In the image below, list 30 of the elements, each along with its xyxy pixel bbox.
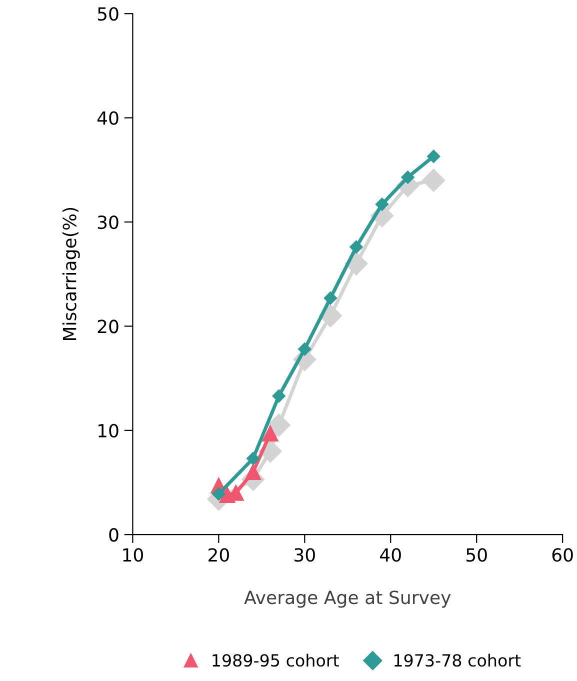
point (245, 464, 262, 480)
x-tick-label: 40 (380, 548, 401, 562)
point (401, 170, 414, 184)
y-axis-title: Miscarriage(%) (62, 208, 80, 340)
point (350, 240, 363, 254)
x-tick-label: 30 (294, 548, 315, 562)
y-tick-label: 40 (97, 111, 118, 125)
point (324, 291, 338, 305)
point (375, 198, 389, 211)
point (318, 304, 342, 328)
x-tick-label: 10 (123, 548, 143, 562)
x-axis-title: Average Age at Survey (244, 590, 451, 608)
point (246, 452, 260, 466)
point (427, 150, 440, 163)
point (422, 168, 446, 192)
point (298, 342, 312, 356)
y-tick-label: 50 (98, 7, 118, 21)
point (267, 414, 290, 437)
y-tick-label: 30 (98, 215, 118, 230)
y-tick-label: 20 (98, 320, 118, 334)
point (262, 426, 278, 442)
x-tick-label: 60 (552, 548, 573, 562)
y-tick-label: 10 (98, 424, 118, 438)
point (272, 389, 286, 403)
y-tick-label: 0 (109, 528, 118, 542)
point (212, 487, 226, 501)
x-tick-label: 50 (466, 548, 487, 562)
legend-label: 1989-95 cohort (212, 654, 339, 667)
legend-label: 1973-78 cohort (394, 654, 521, 667)
x-tick-label: 20 (208, 548, 229, 562)
